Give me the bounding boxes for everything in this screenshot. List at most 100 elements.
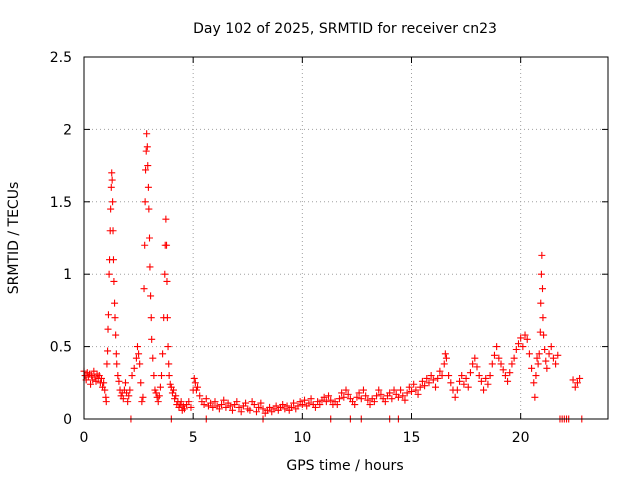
data-point [569, 376, 577, 384]
data-point [488, 360, 496, 368]
data-point [399, 392, 407, 400]
data-point [110, 277, 118, 285]
data-point [351, 401, 359, 409]
data-point [469, 360, 477, 368]
data-point [523, 335, 531, 343]
data-point [342, 386, 350, 394]
data-point [255, 403, 263, 411]
data-point [370, 398, 378, 406]
data-point [403, 389, 411, 397]
data-point [405, 383, 413, 391]
data-point [423, 374, 431, 382]
data-point [215, 405, 223, 413]
data-point [456, 377, 464, 385]
data-point [165, 360, 173, 368]
data-point [486, 372, 494, 380]
x-tick-label: 0 [80, 430, 89, 446]
data-point [414, 390, 422, 398]
data-point [333, 401, 341, 409]
data-point [535, 350, 543, 358]
data-point [125, 392, 133, 400]
data-point [207, 399, 215, 407]
data-point [113, 360, 121, 368]
data-point [222, 403, 230, 411]
data-point [104, 311, 112, 319]
data-point [508, 360, 516, 368]
data-point [196, 392, 204, 400]
data-point [543, 364, 551, 372]
data-point [177, 398, 185, 406]
data-point [228, 406, 236, 414]
data-point [353, 393, 361, 401]
data-point [325, 392, 333, 400]
data-point [290, 399, 298, 407]
data-point [152, 389, 160, 397]
data-point [172, 392, 180, 400]
data-point [501, 372, 509, 380]
data-point [294, 402, 302, 410]
data-point [425, 379, 433, 387]
data-point [209, 403, 217, 411]
data-point [539, 285, 546, 293]
data-point [161, 270, 169, 278]
data-point [475, 372, 483, 380]
data-point [218, 401, 226, 409]
data-point [554, 351, 562, 359]
data-points [80, 130, 586, 423]
data-point [482, 374, 490, 382]
data-point [163, 277, 171, 285]
data-point [547, 343, 555, 351]
data-point [272, 402, 280, 410]
axis-ticks: 0 5 10 15 20 0 0.5 1 1.5 2 2.5 [50, 50, 608, 446]
data-point [192, 386, 200, 394]
data-point [458, 372, 466, 380]
data-point [539, 314, 547, 322]
data-point [362, 392, 370, 400]
data-point [147, 292, 155, 300]
data-point [143, 143, 151, 151]
data-point [533, 354, 541, 362]
data-point [445, 372, 453, 380]
data-point [175, 403, 183, 411]
data-point [97, 374, 105, 382]
data-point [191, 379, 199, 387]
data-point [139, 393, 147, 401]
data-point [335, 395, 343, 403]
data-point [447, 379, 455, 387]
data-point [287, 403, 295, 411]
data-point [112, 350, 120, 358]
data-point [466, 369, 474, 377]
data-point [301, 396, 309, 404]
data-point [552, 360, 560, 368]
data-point [156, 383, 164, 391]
data-point [149, 354, 157, 362]
data-point [187, 403, 195, 411]
data-point [357, 395, 365, 403]
data-point [185, 398, 193, 406]
data-point [168, 389, 176, 397]
data-point [179, 402, 187, 410]
data-point [381, 398, 389, 406]
data-point [517, 334, 525, 342]
data-point [497, 360, 505, 368]
data-point [531, 393, 539, 401]
data-point [386, 389, 394, 397]
data-point [146, 263, 154, 271]
data-point [542, 357, 550, 365]
data-point [140, 285, 148, 293]
data-point [377, 390, 385, 398]
x-tick-label: 10 [293, 430, 311, 446]
data-point [259, 405, 267, 413]
data-point [305, 399, 313, 407]
data-point [298, 401, 306, 409]
data-point [530, 379, 538, 387]
data-point [434, 374, 442, 382]
data-point [416, 383, 424, 391]
data-point [165, 372, 173, 380]
data-point [163, 314, 171, 322]
data-point [166, 380, 174, 388]
chart-title: Day 102 of 2025, SRMTID for receiver cn2… [193, 21, 497, 37]
x-tick-label: 15 [403, 430, 421, 446]
data-point [109, 198, 117, 206]
